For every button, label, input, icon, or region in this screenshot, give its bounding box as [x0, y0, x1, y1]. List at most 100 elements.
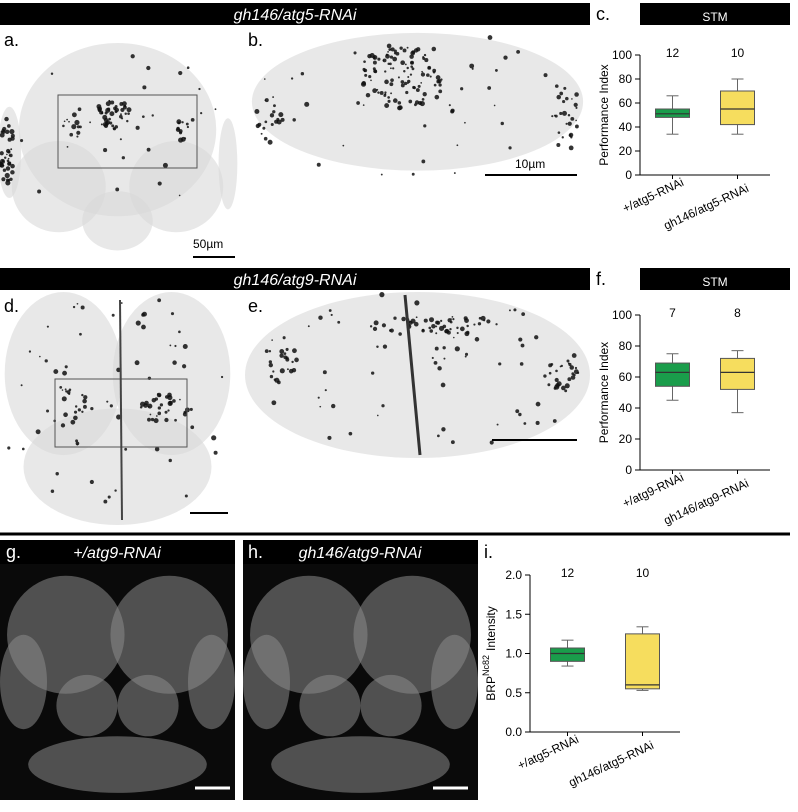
puncta: [387, 99, 391, 103]
puncta: [574, 366, 578, 370]
puncta: [369, 53, 375, 59]
puncta: [4, 116, 9, 122]
y-label-part: Intensity: [484, 606, 498, 651]
puncta: [431, 356, 434, 359]
puncta: [269, 113, 275, 118]
puncta: [519, 362, 524, 366]
puncta: [563, 86, 567, 90]
puncta: [1, 177, 6, 182]
puncta: [273, 104, 276, 108]
puncta: [516, 49, 521, 54]
puncta: [435, 325, 438, 328]
puncta: [37, 189, 42, 194]
puncta: [274, 119, 279, 124]
puncta: [272, 110, 276, 114]
tissue: [245, 292, 590, 458]
puncta: [69, 132, 74, 137]
puncta: [10, 163, 15, 169]
puncta: [365, 92, 371, 98]
puncta: [185, 122, 189, 126]
puncta: [106, 400, 109, 403]
puncta: [565, 96, 569, 101]
puncta: [568, 362, 572, 367]
puncta: [186, 125, 190, 129]
puncta: [571, 353, 577, 358]
puncta: [182, 364, 187, 369]
puncta: [407, 79, 411, 84]
n-label: 12: [666, 46, 680, 60]
puncta: [571, 372, 575, 376]
puncta: [543, 73, 548, 78]
puncta: [487, 86, 492, 90]
puncta: [446, 330, 451, 335]
puncta: [535, 401, 541, 407]
y-axis-label: Performance Index: [597, 64, 611, 165]
puncta: [420, 72, 426, 77]
puncta: [74, 119, 80, 126]
puncta: [190, 117, 195, 122]
puncta: [122, 101, 127, 107]
puncta: [423, 318, 428, 323]
puncta: [179, 398, 181, 401]
puncta: [397, 101, 402, 105]
n-label: 8: [734, 306, 741, 320]
puncta: [384, 103, 390, 108]
tissue: [360, 674, 422, 737]
puncta: [272, 370, 275, 373]
puncta: [182, 411, 188, 417]
puncta: [71, 112, 77, 118]
puncta: [440, 382, 446, 388]
puncta: [564, 389, 568, 393]
puncta: [560, 364, 563, 368]
puncta: [432, 70, 436, 74]
puncta: [81, 393, 84, 397]
puncta: [449, 327, 452, 331]
puncta: [9, 177, 13, 182]
puncta: [390, 78, 394, 82]
puncta: [389, 328, 394, 333]
puncta: [10, 148, 13, 151]
tissue: [0, 634, 47, 730]
puncta: [437, 366, 442, 371]
puncta: [399, 46, 403, 50]
y-tick-label: 40: [619, 120, 633, 134]
puncta: [99, 110, 104, 115]
puncta: [50, 72, 54, 76]
puncta: [70, 419, 76, 425]
puncta: [150, 417, 155, 422]
puncta: [419, 100, 425, 107]
puncta: [431, 46, 437, 52]
puncta: [62, 370, 67, 376]
box: [655, 362, 690, 387]
puncta: [561, 385, 566, 391]
puncta: [379, 292, 385, 298]
puncta: [279, 368, 285, 374]
puncta: [575, 106, 578, 109]
puncta: [421, 70, 423, 73]
puncta: [124, 447, 128, 451]
puncta: [35, 429, 41, 435]
puncta: [149, 413, 152, 416]
puncta: [393, 316, 397, 320]
puncta: [20, 138, 24, 143]
puncta: [566, 359, 570, 363]
puncta: [283, 355, 288, 360]
puncta: [271, 339, 273, 341]
puncta: [562, 99, 566, 104]
puncta: [377, 91, 380, 94]
puncta: [382, 58, 387, 63]
n-label: 10: [636, 566, 650, 580]
puncta: [473, 323, 476, 326]
puncta: [147, 405, 150, 408]
y-tick-label: 20: [619, 432, 633, 446]
panel-letter: f.: [596, 269, 606, 289]
puncta: [447, 318, 452, 323]
puncta: [435, 75, 441, 80]
puncta: [6, 153, 8, 156]
y-axis-label: Performance Index: [597, 342, 611, 443]
puncta: [552, 419, 557, 423]
puncta: [456, 332, 459, 335]
puncta: [190, 425, 195, 430]
panel-letter: b.: [248, 30, 263, 50]
puncta: [123, 104, 127, 108]
